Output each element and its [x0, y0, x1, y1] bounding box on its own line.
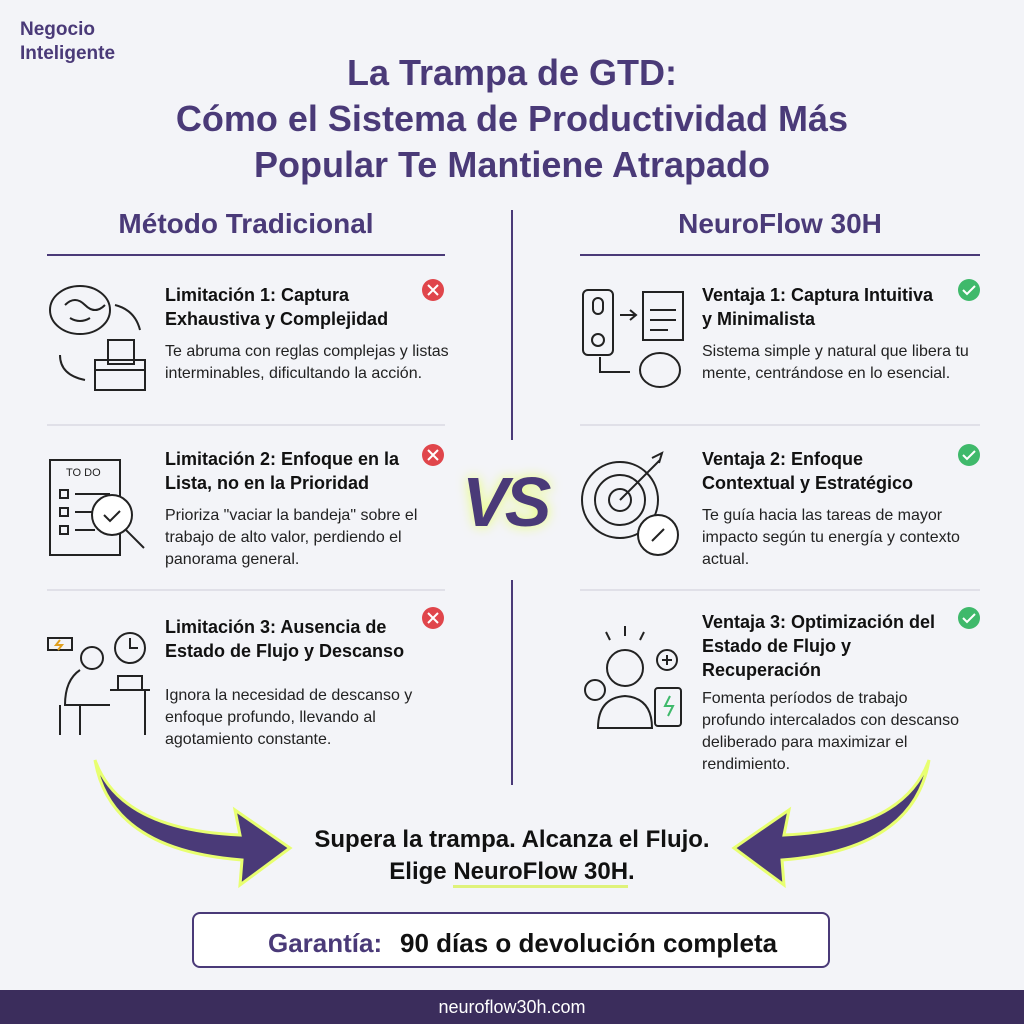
arrow-left	[93, 759, 293, 889]
cta-line: Elige NeuroFlow 30H.	[262, 856, 762, 888]
flow-person-icon	[584, 626, 682, 729]
brand: Negocio Inteligente	[20, 19, 116, 64]
item: Ventaja 1: Captura Intuitiva y Minimalis…	[702, 283, 992, 385]
vs-badge: VS	[462, 463, 551, 541]
tired-worker-icon	[47, 632, 150, 735]
item: Limitación 2: Enfoque en la Lista, no en…	[165, 447, 455, 571]
x-badge	[422, 279, 444, 301]
target-icon	[581, 451, 679, 556]
cta-text: Elige	[389, 858, 447, 885]
icon-label: TO DO	[66, 467, 101, 479]
item-title: Limitación 3: Ausencia de Estado de Fluj…	[165, 617, 405, 661]
x-badge	[422, 444, 444, 466]
item-text: Te guía hacia las tareas de mayor impact…	[702, 507, 960, 568]
check-badge	[958, 279, 980, 301]
title-line: Popular Te Mantiene Atrapado	[253, 144, 771, 185]
item: Limitación 3: Ausencia de Estado de Fluj…	[165, 615, 455, 751]
title: La Trampa de GTD: Cómo el Sistema de Pro…	[0, 50, 1024, 188]
footer: neuroflow30h.com	[0, 990, 1024, 1024]
guarantee-box: Garantía: 90 días o devolución completa	[192, 912, 830, 968]
capture-icon	[582, 289, 684, 388]
item: Ventaja 3: Optimización del Estado de Fl…	[702, 610, 992, 776]
item-title: Ventaja 3: Optimización del Estado de Fl…	[702, 612, 936, 680]
arrow-right	[731, 759, 931, 889]
check-badge	[958, 444, 980, 466]
item: Ventaja 2: Enfoque Contextual y Estratég…	[702, 447, 992, 571]
item-text: Ignora la necesidad de descanso y enfoqu…	[165, 687, 413, 748]
item: Limitación 1: Captura Exhaustiva y Compl…	[165, 283, 455, 385]
todo-list-icon: TO DO	[49, 459, 145, 556]
call-to-action: Supera la trampa. Alcanza el Flujo. Elig…	[262, 824, 762, 888]
column-heading: NeuroFlow 30H	[678, 208, 882, 239]
item-text: Fomenta períodos de trabajo profundo int…	[702, 690, 960, 773]
title-line: La Trampa de GTD:	[346, 52, 678, 93]
item-text: Prioriza "vaciar la bandeja" sobre el tr…	[165, 507, 418, 568]
item-title: Ventaja 2: Enfoque Contextual y Estratég…	[702, 449, 914, 493]
item-title: Ventaja 1: Captura Intuitiva y Minimalis…	[702, 285, 934, 329]
guarantee-label: Garantía:	[268, 928, 383, 958]
title-line: Cómo el Sistema de Productividad Más	[175, 98, 849, 139]
cta-line: Supera la trampa. Alcanza el Flujo.	[314, 826, 710, 853]
item-text: Te abruma con reglas complejas y listas …	[165, 343, 449, 382]
column-heading: Método Tradicional	[118, 208, 374, 239]
item-text: Sistema simple y natural que libera tu m…	[702, 343, 969, 382]
cta-brand: NeuroFlow 30H	[453, 858, 629, 888]
item-title: Limitación 2: Enfoque en la Lista, no en…	[165, 449, 400, 493]
guarantee-text: 90 días o devolución completa	[400, 928, 778, 958]
check-badge	[958, 607, 980, 629]
item-title: Limitación 1: Captura Exhaustiva y Compl…	[165, 285, 389, 329]
x-badge	[422, 607, 444, 629]
brain-inbox-icon	[49, 285, 146, 391]
cta-text: .	[628, 858, 635, 885]
